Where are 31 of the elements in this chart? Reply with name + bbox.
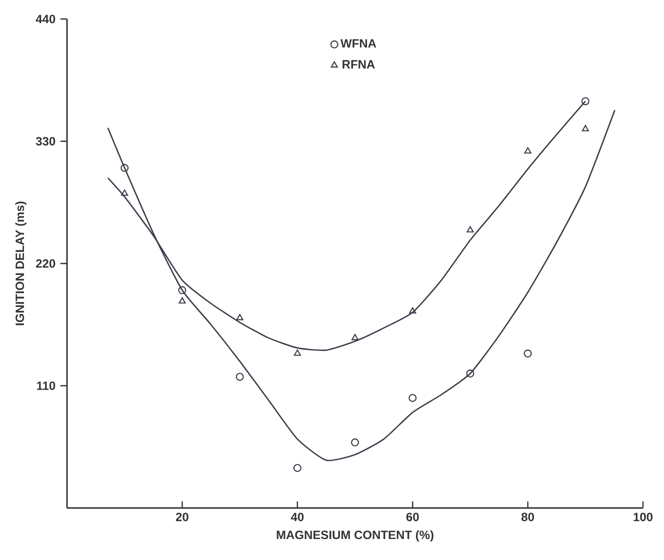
legend-label: WFNA [340, 39, 376, 48]
point [524, 350, 532, 358]
x-axis-title: MAGNESIUM CONTENT (%) [276, 530, 434, 542]
point [581, 97, 590, 106]
y-tick-label: 440 [36, 14, 56, 24]
point [466, 226, 474, 232]
point [294, 350, 301, 356]
x-tick-label: 20 [176, 512, 188, 522]
point [582, 125, 589, 132]
point [466, 370, 474, 378]
point [293, 464, 302, 472]
point [236, 314, 244, 320]
point [351, 334, 359, 340]
x-tick-label: 100 [634, 512, 653, 522]
point [178, 286, 186, 294]
point [524, 147, 532, 154]
x-tick-label: 40 [290, 512, 304, 522]
y-tick-label: 110 [37, 381, 56, 390]
y-axis-title: IGNITION DELAY (ms) [15, 202, 26, 326]
point [409, 307, 416, 314]
x-tick-label: 80 [522, 512, 534, 522]
point [121, 189, 128, 196]
point [351, 438, 360, 446]
point [236, 372, 244, 381]
legend-label: RFNA [342, 60, 375, 68]
point [120, 164, 129, 172]
x-tick-label: 60 [406, 512, 419, 522]
y-tick-label: 330 [36, 136, 56, 146]
point [178, 297, 186, 304]
y-tick-label: 220 [36, 259, 56, 268]
point [408, 394, 417, 402]
